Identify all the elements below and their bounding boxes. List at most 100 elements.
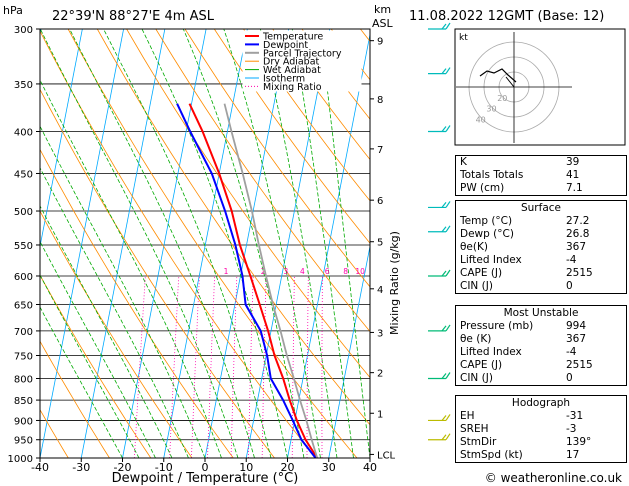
mixing-ratio-label: 10 (355, 267, 365, 276)
dry-adiabat-line (40, 340, 110, 458)
pressure-tick-label: 450 (14, 169, 33, 180)
wind-barb-flag (441, 270, 447, 277)
pressure-tick-label: 550 (14, 241, 33, 252)
km-tick-label: 4 (377, 285, 383, 296)
pressure-tick-label: 350 (14, 80, 33, 91)
pressure-tick-label: 800 (14, 374, 33, 385)
mixing-ratio-line (207, 275, 215, 458)
wind-barb-flag (441, 434, 447, 441)
datetime-title: 11.08.2022 12GMT (Base: 12) (409, 9, 604, 24)
pressure-tick-label: 900 (14, 416, 33, 427)
km-tick-label: 8 (377, 95, 383, 106)
pressure-tick-label: 500 (14, 207, 33, 218)
tt-value: 41 (566, 169, 580, 181)
sreh-label: SREH (460, 423, 489, 435)
mu-li-value: -4 (566, 346, 577, 358)
pw-label: PW (cm) (460, 182, 505, 194)
km-tick-label: LCL (377, 450, 396, 461)
storm-motion-arrow (505, 76, 515, 88)
y-axis-label: Mixing Ratio (g/kg) (388, 231, 401, 335)
wet-adiabat-line (223, 29, 321, 458)
surface-cin-label: CIN (J) (460, 280, 493, 292)
wet-adiabat-line (103, 29, 272, 458)
mixing-ratio-label: 25 (411, 267, 421, 276)
surface-theta-value: 367 (566, 241, 587, 253)
wind-barb-flag (441, 415, 447, 421)
surface-table: Surface Temp (°C) 27.2 Dewp (°C) 26.8 θe(K… (455, 200, 627, 294)
pressure-tick-label: 1000 (8, 454, 33, 465)
hpa-label: hPa (3, 4, 23, 17)
surface-li-value: -4 (566, 254, 577, 266)
temp-tick-label: -10 (155, 461, 173, 474)
tt-label: Totals Totals (460, 169, 524, 181)
temp-tick-label: -30 (72, 461, 90, 474)
sreh-value: -3 (566, 423, 577, 435)
mixing-ratio-line (133, 275, 146, 458)
wind-barb-flag (445, 414, 451, 421)
km-tick-label: 2 (377, 369, 383, 380)
wet-adiabat-line (40, 79, 222, 458)
legend-box (242, 30, 362, 92)
plot-frame (39, 28, 371, 459)
parcel-trajectory-line (223, 103, 319, 458)
pressure-tick-label: 950 (14, 436, 33, 447)
mu-title: Most Unstable (503, 307, 579, 319)
pressure-tick-label: 600 (14, 272, 33, 283)
dry-adiabat-line (184, 29, 370, 288)
wet-adiabat-line (40, 29, 239, 458)
mu-theta-label: θe (K) (460, 333, 492, 345)
km-tick-label: 6 (377, 196, 383, 207)
stmdir-label: StmDir (460, 436, 497, 448)
mu-pres-label: Pressure (mb) (460, 320, 534, 332)
wind-barb-flag (445, 67, 451, 74)
surface-temp-label: Temp (°C) (460, 215, 513, 227)
pressure-tick-label: 750 (14, 351, 33, 362)
hodograph-ring-label: 20 (497, 94, 507, 103)
wind-barb-flag (441, 226, 447, 233)
mixing-ratio-line (306, 275, 309, 458)
legend-entry: Mixing Ratio (263, 82, 322, 93)
dry-adiabat-line (96, 29, 370, 426)
mixing-ratio-line (169, 275, 180, 458)
wind-barb-flag (445, 269, 451, 277)
x-axis-label: Dewpoint / Temperature (°C) (112, 471, 299, 486)
isotherm-line (40, 29, 83, 249)
dry-adiabat-line (155, 29, 370, 333)
dry-adiabat-line (40, 30, 317, 458)
location-title: 22°39'N 88°27'E 4m ASL (52, 9, 215, 24)
isotherm-line (163, 29, 248, 458)
legend-entry: Isotherm (263, 74, 305, 85)
isotherm-line (287, 32, 370, 458)
mixing-ratio-label: 8 (343, 267, 348, 276)
stmspd-label: StmSpd (kt) (460, 449, 523, 461)
mixing-ratio-label: 4 (300, 267, 305, 276)
mixing-ratio-label: 3 (283, 267, 288, 276)
isotherm-line (80, 29, 166, 458)
temp-tick-label: 0 (202, 461, 209, 474)
mu-theta-value: 367 (566, 333, 587, 345)
surface-cape-value: 2515 (566, 267, 593, 279)
wind-barb-flag (445, 201, 451, 208)
wet-adiabat-line (40, 274, 140, 458)
dry-adiabat-line (40, 210, 193, 458)
temperature-line (188, 103, 319, 458)
hodograph-kt-label: kt (459, 33, 468, 43)
wet-adiabat-line (40, 205, 173, 458)
wet-adiabat-line (40, 125, 206, 458)
km-label: km (374, 3, 391, 16)
wind-barb-flag (441, 126, 447, 132)
mu-cape-label: CAPE (J) (460, 359, 503, 371)
mu-pres-value: 994 (566, 320, 587, 332)
legend-entry: Temperature (262, 32, 323, 43)
indices-table: K 39 Totals Totals 41 PW (cm) 7.1 (455, 155, 627, 196)
wind-barb-flag (445, 324, 451, 332)
legend-entry: Dry Adiabat (263, 57, 320, 68)
asl-label: ASL (372, 17, 394, 30)
mu-cape-value: 2515 (566, 359, 593, 371)
surface-dewp-value: 26.8 (566, 228, 590, 240)
hodograph-ring-label: 40 (476, 115, 486, 124)
wet-adiabat-line (260, 29, 338, 458)
wet-adiabat-line (319, 29, 370, 458)
mixing-ratio-line (191, 275, 200, 458)
